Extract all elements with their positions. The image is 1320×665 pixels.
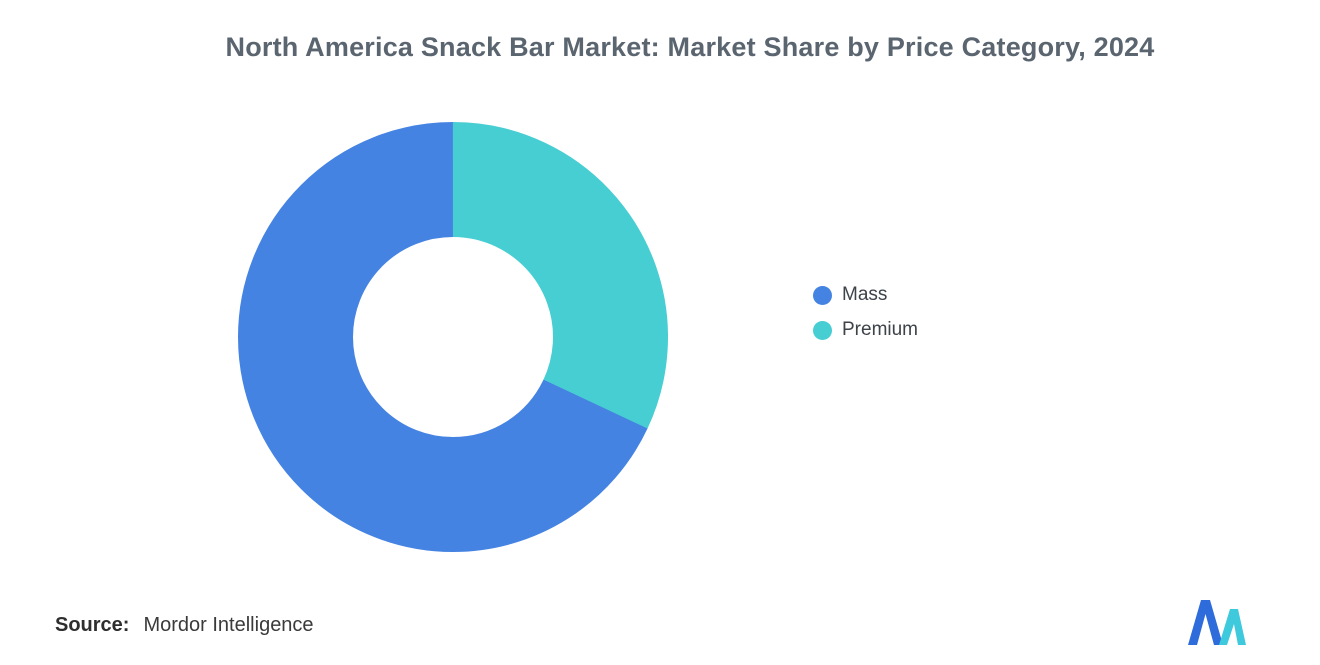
donut-chart — [238, 122, 668, 552]
legend-label-premium: Premium — [842, 319, 919, 340]
legend-item-premium: Premium — [813, 319, 918, 341]
mordor-logo-icon — [1188, 600, 1246, 645]
source-value: Mordor Intelligence — [143, 614, 314, 636]
donut-chart-svg — [238, 122, 668, 552]
source-label: Source: — [55, 614, 130, 636]
chart-legend: Mass Premium — [813, 284, 918, 341]
legend-label-mass: Mass — [842, 284, 888, 305]
mordor-intelligence-logo — [1188, 600, 1246, 645]
source-line: Source: Mordor Intelligence — [55, 614, 314, 637]
chart-title: North America Snack Bar Market: Market S… — [225, 32, 1155, 62]
legend-swatch-mass-icon — [813, 285, 832, 305]
legend-item-mass: Mass — [813, 284, 918, 306]
legend-swatch-premium-icon — [813, 320, 832, 340]
